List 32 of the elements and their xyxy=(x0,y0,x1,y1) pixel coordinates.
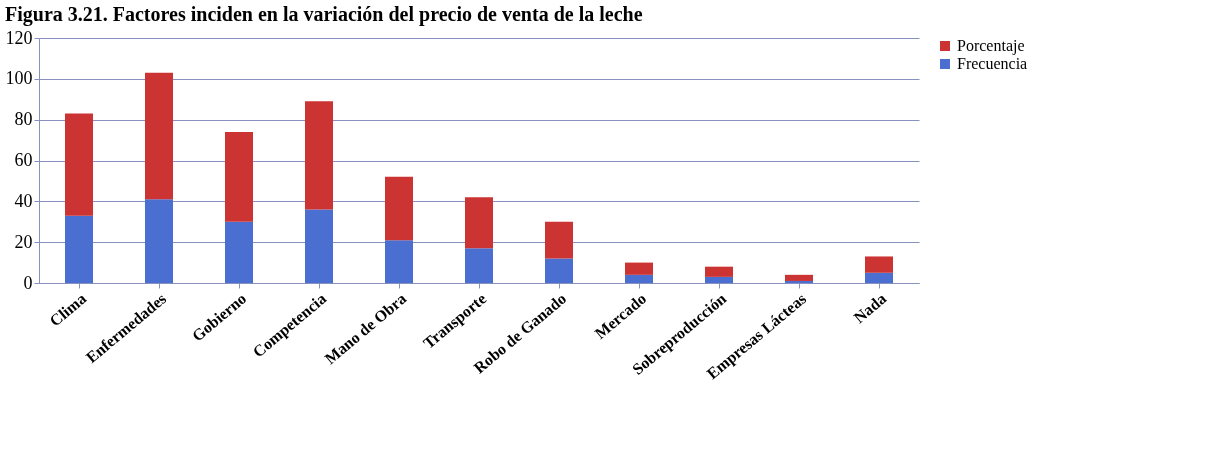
bar xyxy=(545,258,573,283)
bar xyxy=(305,101,333,210)
legend-label: Frecuencia xyxy=(957,55,1028,72)
y-tick-label: 120 xyxy=(5,27,33,48)
bar xyxy=(785,274,813,281)
y-tick-label: 80 xyxy=(14,109,33,130)
bar xyxy=(865,256,893,273)
bar xyxy=(705,266,733,277)
bar xyxy=(65,113,93,216)
bar xyxy=(225,131,253,222)
y-tick-label: 20 xyxy=(14,231,33,252)
y-tick-label: 100 xyxy=(5,68,33,89)
bar xyxy=(385,176,413,241)
bar xyxy=(145,72,173,200)
bar xyxy=(545,221,573,259)
y-tick-label: 60 xyxy=(14,150,33,170)
bar xyxy=(785,280,813,283)
y-tick-label: 40 xyxy=(14,190,33,211)
bar xyxy=(465,197,493,249)
bar xyxy=(865,272,893,283)
bar xyxy=(705,276,733,283)
bar xyxy=(625,274,653,283)
y-tick-label: 0 xyxy=(23,272,33,293)
bar xyxy=(65,215,93,283)
legend-label: Porcentaje xyxy=(957,37,1025,55)
bar xyxy=(225,221,253,283)
bar xyxy=(385,240,413,283)
bar xyxy=(625,262,653,275)
bar xyxy=(305,209,333,283)
chart-title: Figura 3.21. Factores inciden en la variación del precio de venta de la leche xyxy=(5,3,643,26)
bar xyxy=(145,199,173,283)
bar xyxy=(465,248,493,283)
